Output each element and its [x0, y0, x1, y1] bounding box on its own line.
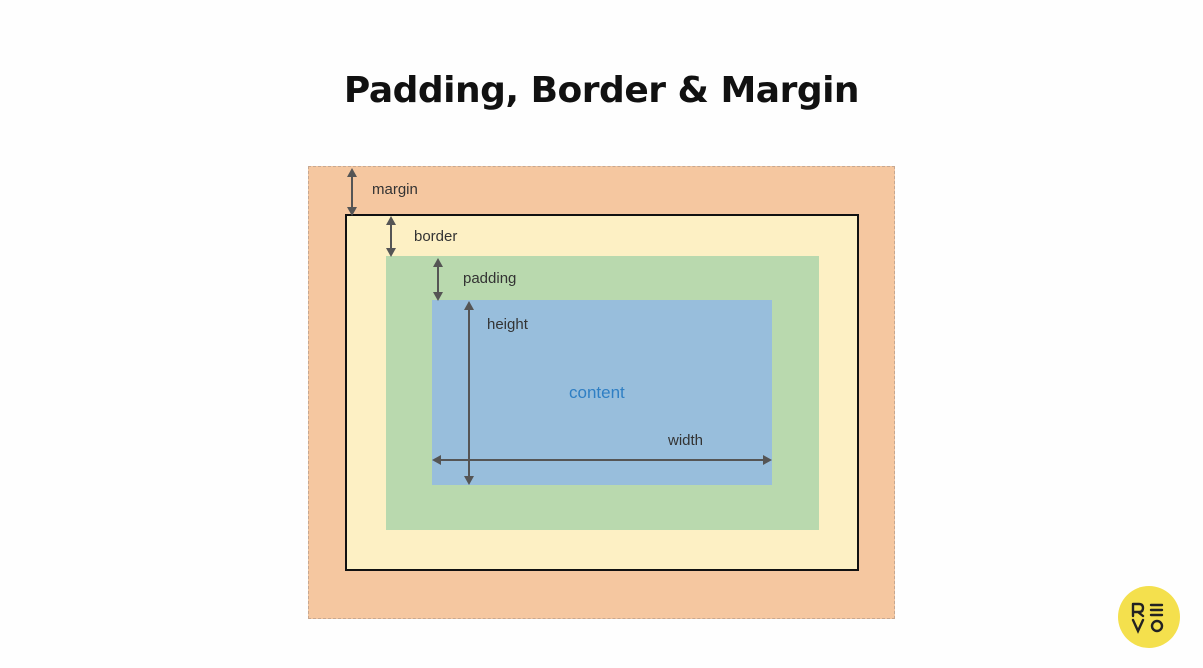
slide-title: Padding, Border & Margin	[343, 70, 860, 111]
height-label: height	[487, 316, 528, 333]
content-label: content	[569, 383, 625, 402]
padding-label: padding	[463, 270, 517, 287]
revo-logo	[1118, 586, 1180, 648]
width-label: width	[668, 432, 704, 449]
content-area	[432, 300, 772, 485]
revo-logo-mark	[1131, 602, 1164, 634]
border-label: border	[414, 228, 458, 245]
margin-label: margin	[372, 181, 418, 198]
